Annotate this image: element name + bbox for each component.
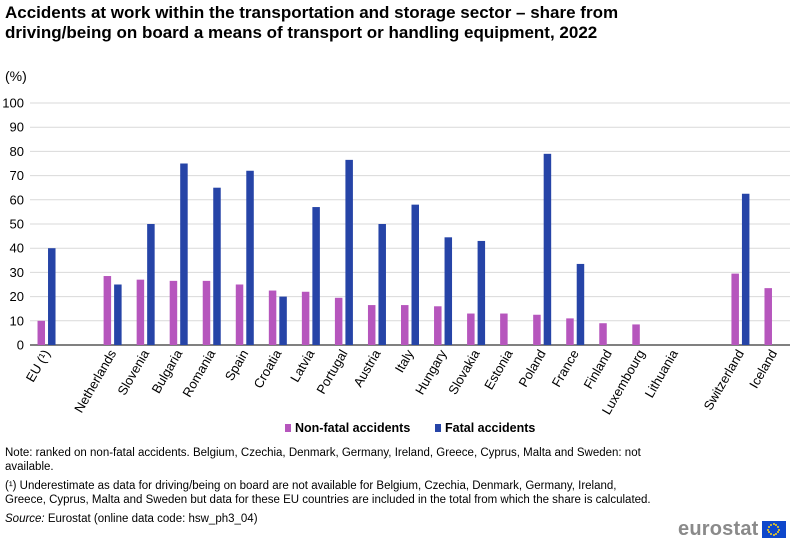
- flag-star: [775, 523, 778, 526]
- bar-fatal: [411, 204, 419, 345]
- flag-star: [767, 531, 770, 534]
- note-text: Note: ranked on non-fatal accidents. Bel…: [5, 447, 641, 473]
- bar-fatal: [444, 237, 453, 345]
- bar-fatal: [312, 207, 320, 345]
- bar-fatal: [114, 284, 122, 345]
- y-tick-label: 70: [10, 168, 24, 183]
- source-line: Source: Eurostat (online data code: hsw_…: [5, 512, 660, 526]
- bar-fatal: [48, 248, 56, 345]
- eurostat-logo: eurostat: [678, 518, 786, 541]
- bar-non-fatal: [37, 320, 46, 345]
- flag-star: [775, 533, 778, 536]
- bar-non-fatal: [367, 305, 376, 345]
- y-tick-label: 10: [10, 313, 24, 328]
- legend-label-fatal: Fatal accidents: [445, 421, 535, 435]
- bar-fatal: [477, 240, 486, 345]
- x-tick-label: Portugal: [313, 347, 350, 397]
- x-tick-label: Slovenia: [114, 346, 152, 397]
- x-tick-label: Croatia: [250, 346, 284, 390]
- x-tick-label: Finland: [581, 347, 615, 391]
- legend-swatch-fatal: [435, 424, 441, 432]
- x-tick-label: France: [549, 347, 582, 390]
- bar-fatal: [246, 170, 254, 345]
- x-tick-label: Netherlands: [71, 347, 119, 416]
- bar-non-fatal: [599, 323, 607, 345]
- flag-star: [777, 525, 780, 528]
- bar-non-fatal: [235, 284, 244, 345]
- bar-non-fatal: [533, 314, 541, 345]
- bar-non-fatal: [764, 288, 772, 345]
- y-tick-label: 80: [10, 144, 24, 159]
- x-tick-label: Spain: [222, 347, 252, 383]
- y-axis-unit-label: (%): [5, 68, 27, 84]
- bar-non-fatal: [632, 324, 640, 345]
- legend-swatch-non-fatal: [285, 424, 291, 432]
- x-tick-label: Switzerland: [700, 347, 747, 413]
- x-tick-label: Bulgaria: [148, 346, 185, 395]
- y-tick-label: 50: [10, 217, 24, 232]
- bar-fatal: [576, 263, 585, 345]
- footnote-text: (¹) Underestimate as data for driving/be…: [5, 480, 651, 506]
- bar-non-fatal: [434, 306, 442, 345]
- source-label: Source:: [5, 513, 45, 525]
- eu-flag-icon: [761, 521, 786, 538]
- x-tick-label: Austria: [350, 346, 384, 389]
- bar-non-fatal: [169, 280, 178, 345]
- bar-fatal: [378, 224, 386, 345]
- flag-star: [769, 533, 772, 536]
- bar-non-fatal: [301, 291, 310, 345]
- logo-text: eurostat: [678, 518, 759, 540]
- source-text: Eurostat (online data code: hsw_ph3_04): [44, 513, 258, 525]
- bar-non-fatal: [731, 273, 739, 345]
- bar-non-fatal: [202, 280, 211, 345]
- bar-non-fatal: [500, 313, 508, 345]
- x-tick-label: EU (¹): [23, 347, 53, 385]
- y-tick-label: 90: [10, 120, 24, 135]
- bar-non-fatal: [401, 305, 409, 345]
- y-tick-label: 0: [17, 338, 24, 353]
- x-tick-label: Latvia: [287, 346, 318, 384]
- chart-title: Accidents at work within the transportat…: [5, 3, 619, 42]
- flag-star: [767, 525, 770, 528]
- x-tick-label: Italy: [392, 347, 417, 376]
- bar-fatal: [543, 153, 552, 345]
- bar-non-fatal: [103, 276, 112, 345]
- x-tick-label: Slovakia: [445, 346, 483, 397]
- legend-label-non-fatal: Non-fatal accidents: [295, 421, 410, 435]
- bar-non-fatal: [566, 318, 574, 345]
- bar-non-fatal: [136, 279, 145, 345]
- flag-star: [778, 528, 781, 531]
- flag-star: [767, 528, 770, 531]
- y-tick-label: 30: [10, 265, 24, 280]
- y-tick-label: 20: [10, 289, 24, 304]
- bar-non-fatal: [268, 290, 277, 345]
- y-tick-label: 100: [2, 96, 24, 111]
- bar-fatal: [279, 296, 287, 345]
- x-tick-label: Romania: [179, 346, 218, 399]
- flag-star: [769, 523, 772, 526]
- bar-non-fatal: [334, 297, 343, 345]
- y-tick-label: 60: [10, 192, 24, 207]
- x-tick-label: Poland: [516, 347, 549, 390]
- y-tick-label: 40: [10, 241, 24, 256]
- x-tick-label: Iceland: [746, 347, 780, 391]
- bar-non-fatal: [467, 313, 475, 345]
- flag-star: [777, 531, 780, 534]
- flag-star: [772, 523, 775, 525]
- bar-fatal: [180, 163, 188, 345]
- flag-star: [772, 534, 775, 536]
- x-tick-label: Estonia: [481, 346, 516, 392]
- bar-fatal: [213, 187, 221, 345]
- bar-fatal: [147, 224, 155, 345]
- chart-notes: Note: ranked on non-fatal accidents. Bel…: [5, 446, 660, 526]
- bar-fatal: [741, 193, 750, 345]
- bar-fatal: [345, 159, 353, 345]
